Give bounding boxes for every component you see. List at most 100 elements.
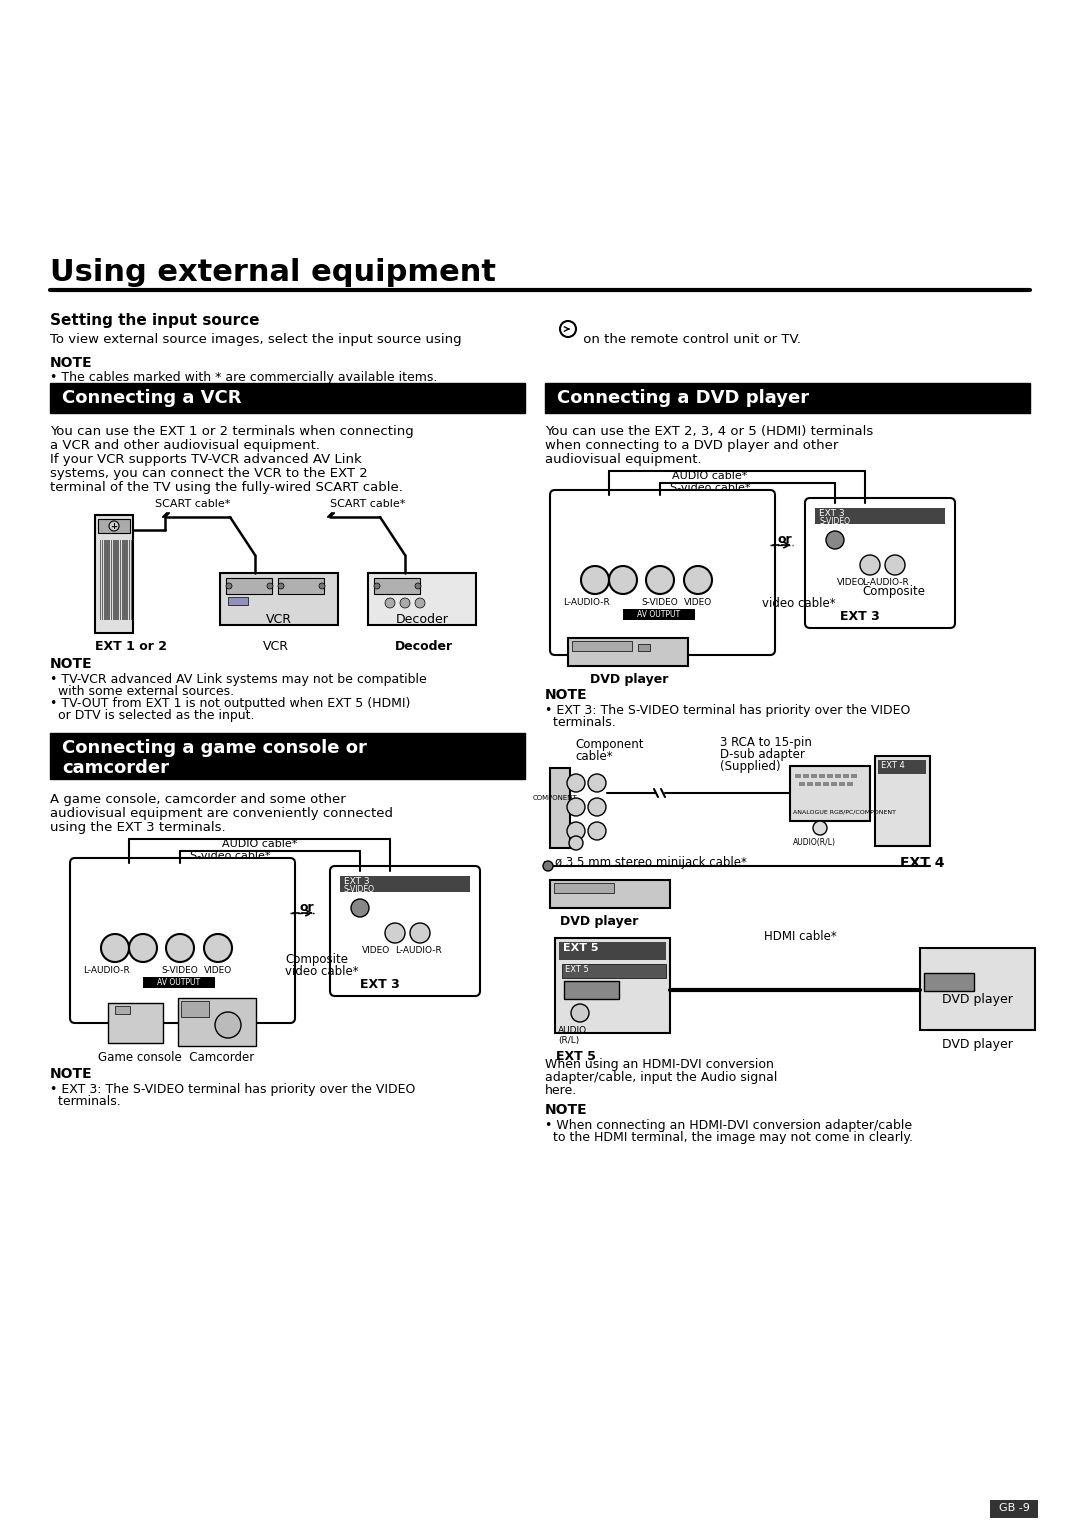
Bar <box>114 1005 130 1015</box>
Text: S-VIDEO: S-VIDEO <box>642 597 678 607</box>
Text: systems, you can connect the VCR to the EXT 2: systems, you can connect the VCR to the … <box>50 468 368 480</box>
Circle shape <box>129 934 157 963</box>
Text: NOTE: NOTE <box>50 356 93 370</box>
Text: COMPONENT: COMPONENT <box>532 795 578 801</box>
Bar <box>111 539 112 620</box>
Text: Component: Component <box>575 738 644 750</box>
Text: L-AUDIO-R: L-AUDIO-R <box>395 946 442 955</box>
Text: VCR: VCR <box>264 640 289 652</box>
Text: To view external source images, select the input source using: To view external source images, select t… <box>50 333 461 345</box>
Text: adapter/cable, input the Audio signal: adapter/cable, input the Audio signal <box>545 1071 778 1083</box>
Text: When using an HDMI-DVI conversion: When using an HDMI-DVI conversion <box>545 1057 774 1071</box>
Text: or DTV is selected as the input.: or DTV is selected as the input. <box>50 709 255 723</box>
Bar <box>181 1001 210 1018</box>
Text: Composite: Composite <box>862 585 924 597</box>
Text: terminals.: terminals. <box>50 1096 121 1108</box>
Bar <box>374 578 420 594</box>
Text: EXT 4: EXT 4 <box>900 856 945 869</box>
Circle shape <box>588 775 606 792</box>
Bar <box>118 539 120 620</box>
Bar <box>878 759 926 775</box>
Bar <box>104 539 105 620</box>
Bar <box>811 775 816 778</box>
Text: VIDEO: VIDEO <box>362 946 390 955</box>
Text: AUDIO: AUDIO <box>558 1025 588 1034</box>
Circle shape <box>860 555 880 575</box>
Circle shape <box>226 584 232 588</box>
Text: S-VIDEO: S-VIDEO <box>819 516 850 526</box>
Text: EXT 5: EXT 5 <box>565 966 589 973</box>
Bar <box>795 775 801 778</box>
Bar <box>559 941 666 960</box>
Text: Connecting a DVD player: Connecting a DVD player <box>557 390 809 406</box>
Text: ø 3.5 mm stereo minijack cable*: ø 3.5 mm stereo minijack cable* <box>555 856 747 869</box>
Text: +: + <box>110 523 117 532</box>
Text: Decoder: Decoder <box>395 613 448 626</box>
Text: S-VIDEO: S-VIDEO <box>345 885 375 894</box>
Circle shape <box>215 1012 241 1038</box>
Circle shape <box>384 923 405 943</box>
Text: or: or <box>300 902 314 914</box>
Text: terminal of the TV using the fully-wired SCART cable.: terminal of the TV using the fully-wired… <box>50 481 403 494</box>
Text: SCART cable*: SCART cable* <box>330 500 405 509</box>
Text: AUDIO cable*: AUDIO cable* <box>673 471 747 481</box>
Text: Connecting a game console or: Connecting a game console or <box>62 740 367 756</box>
Bar <box>827 775 833 778</box>
Text: EXT 1 or 2: EXT 1 or 2 <box>95 640 167 652</box>
Text: video cable*: video cable* <box>762 597 836 610</box>
Text: on the remote control unit or TV.: on the remote control unit or TV. <box>579 333 801 345</box>
Bar <box>114 539 116 620</box>
Bar <box>555 938 670 1033</box>
Text: audiovisual equipment are conveniently connected: audiovisual equipment are conveniently c… <box>50 807 393 821</box>
Bar <box>226 578 272 594</box>
Bar <box>823 782 829 785</box>
Bar <box>95 515 133 633</box>
Bar <box>143 976 215 989</box>
Text: HDMI cable*: HDMI cable* <box>764 931 836 943</box>
Text: SCART cable*: SCART cable* <box>156 500 230 509</box>
Text: when connecting to a DVD player and other: when connecting to a DVD player and othe… <box>545 439 838 452</box>
Text: NOTE: NOTE <box>50 657 93 671</box>
Circle shape <box>400 597 410 608</box>
Text: VIDEO: VIDEO <box>684 597 712 607</box>
Text: using the EXT 3 terminals.: using the EXT 3 terminals. <box>50 821 226 834</box>
Circle shape <box>410 923 430 943</box>
Bar <box>112 539 114 620</box>
Text: DVD player: DVD player <box>561 915 638 927</box>
Circle shape <box>567 775 585 792</box>
Circle shape <box>384 597 395 608</box>
Text: (R/L): (R/L) <box>558 1036 579 1045</box>
Bar <box>568 639 688 666</box>
Bar <box>843 775 849 778</box>
Text: cable*: cable* <box>575 750 612 762</box>
Text: Setting the input source: Setting the input source <box>50 313 259 329</box>
Bar <box>100 539 102 620</box>
Circle shape <box>561 321 576 338</box>
Bar <box>799 782 805 785</box>
Text: Game console  Camcorder: Game console Camcorder <box>98 1051 254 1063</box>
Circle shape <box>826 532 843 549</box>
Text: with some external sources.: with some external sources. <box>50 685 234 698</box>
Bar <box>875 756 930 847</box>
Text: A game console, camcorder and some other: A game console, camcorder and some other <box>50 793 346 805</box>
Circle shape <box>102 934 129 963</box>
Circle shape <box>267 584 273 588</box>
Bar <box>98 520 130 533</box>
Text: (Supplied): (Supplied) <box>720 759 781 773</box>
Bar <box>50 733 525 779</box>
Text: DVD player: DVD player <box>942 1038 1012 1051</box>
Bar <box>831 782 837 785</box>
Text: L-AUDIO-R: L-AUDIO-R <box>862 578 908 587</box>
Bar <box>122 539 123 620</box>
Circle shape <box>684 565 712 594</box>
Circle shape <box>543 860 553 871</box>
Circle shape <box>571 1004 589 1022</box>
Bar <box>106 539 107 620</box>
Circle shape <box>319 584 325 588</box>
Bar <box>117 539 118 620</box>
Bar <box>278 578 324 594</box>
Text: Connecting a VCR: Connecting a VCR <box>62 390 242 406</box>
Text: VCR: VCR <box>266 613 292 626</box>
Text: • The cables marked with * are commercially available items.: • The cables marked with * are commercia… <box>50 371 437 384</box>
Text: AUDIO(R/L): AUDIO(R/L) <box>793 837 836 847</box>
